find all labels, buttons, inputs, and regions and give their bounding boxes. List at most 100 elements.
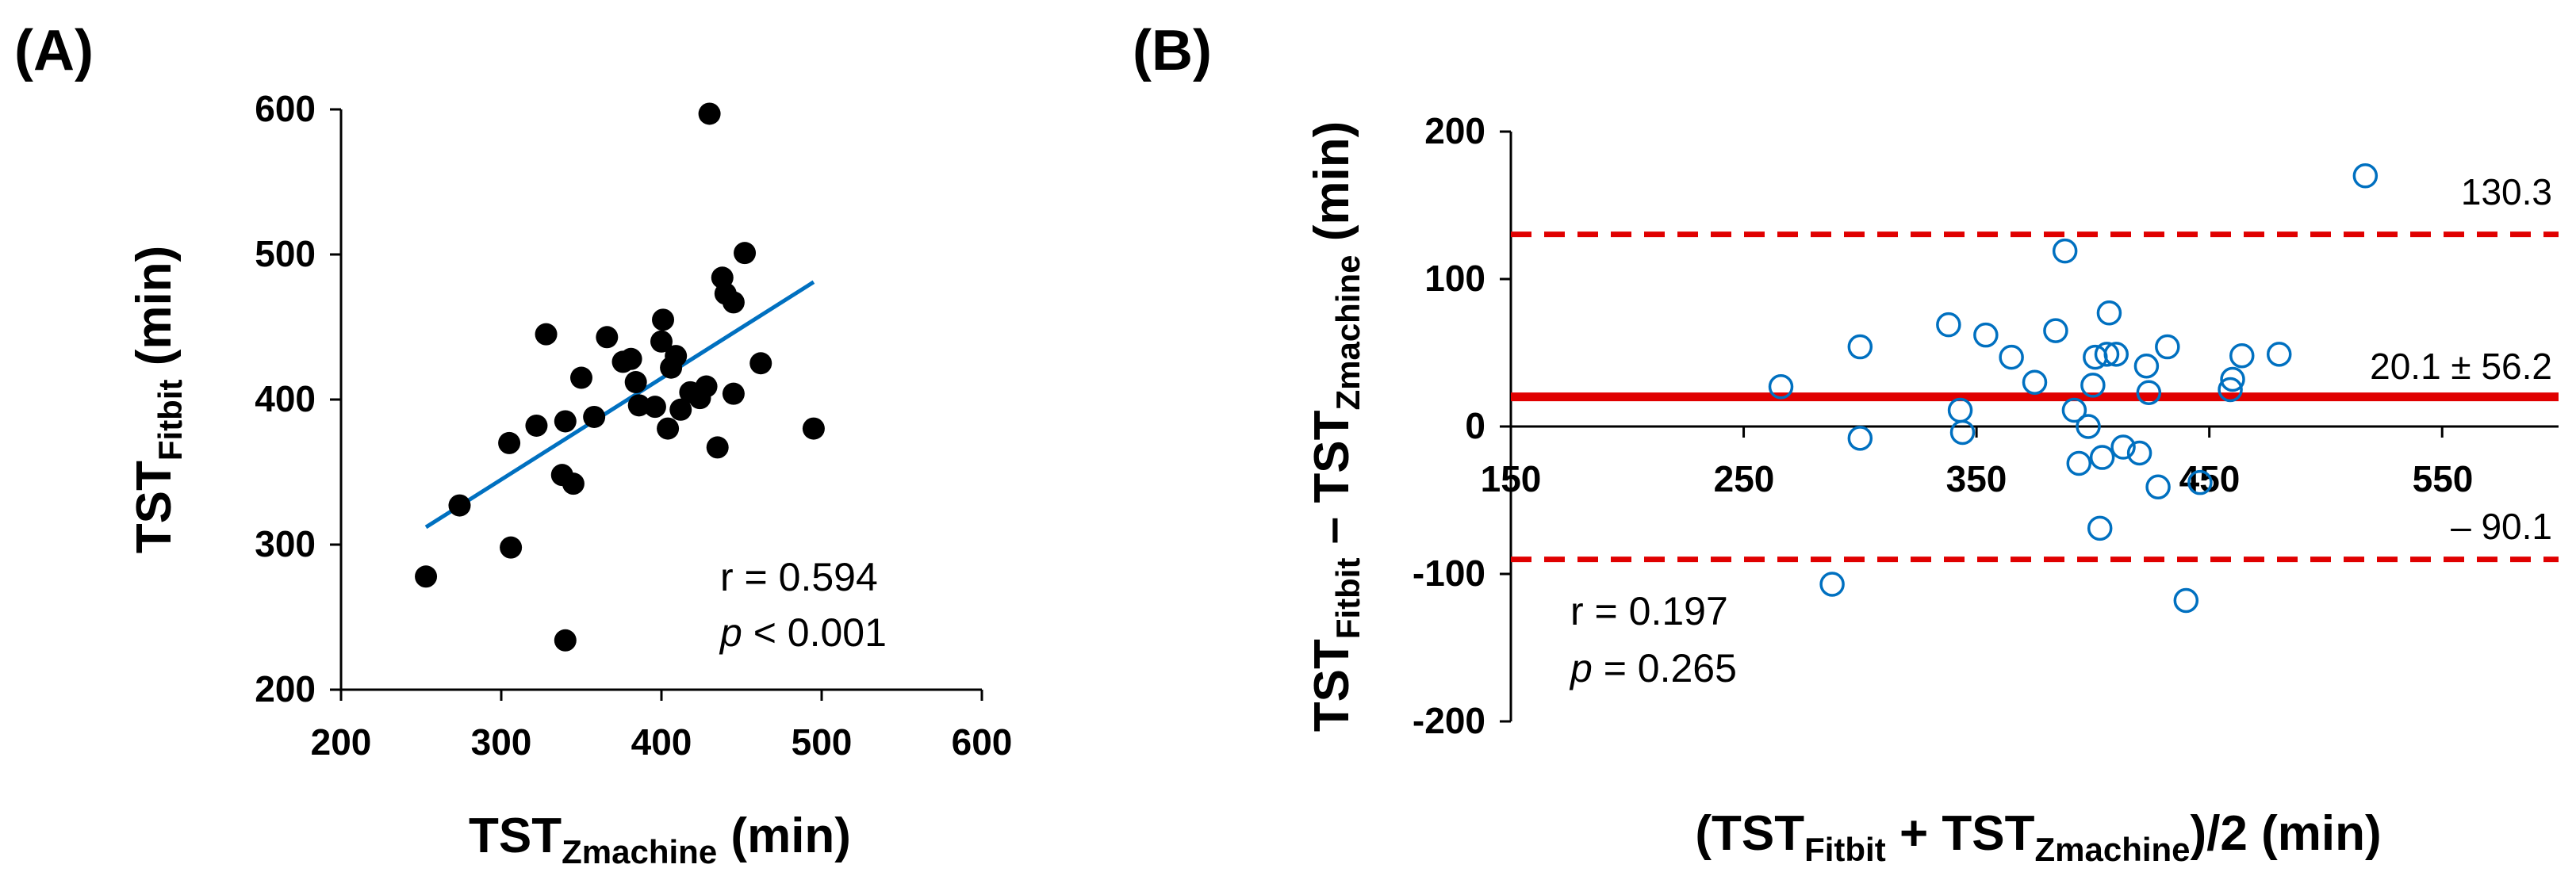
panel-a-data-point [722, 291, 745, 314]
panel-b-y-tick-label: 200 [1424, 110, 1485, 151]
panel-a-data-point [624, 371, 647, 394]
panel-a-y-tick-label: 600 [255, 88, 316, 129]
panel-b: (B) 150 250 350 450 550 200 100 0 -100 -… [1133, 19, 2559, 868]
panel-b-y-tick-label: 100 [1424, 258, 1485, 299]
panel-a-data-point [562, 472, 585, 495]
panel-b-data-point [2229, 342, 2255, 369]
panel-b-x-tick-label: 250 [1714, 458, 1775, 499]
panel-b-data-point [2173, 587, 2199, 614]
panel-a-x-tick-label: 400 [631, 721, 692, 763]
panel-a-y-tick-label: 200 [255, 668, 316, 709]
panel-b-points [1768, 163, 2379, 614]
panel-a-data-point [535, 323, 558, 346]
panel-a-data-point [643, 396, 666, 419]
panel-a-trendline [424, 280, 815, 530]
panel-a-data-point [802, 417, 825, 440]
panel-a-data-point [448, 494, 471, 517]
panel-b-data-point [2076, 414, 2101, 439]
panel-a-data-point [619, 347, 642, 370]
panel-a-x-tick-label: 300 [471, 721, 532, 763]
panel-b-p-value: p = 0.265 [1569, 646, 1737, 690]
panel-a-data-point [650, 330, 673, 353]
panel-a-data-point [652, 308, 675, 331]
panel-b-r-value: r = 0.197 [1570, 589, 1728, 633]
panel-b-data-point [2066, 450, 2092, 476]
panel-b-data-point [2133, 353, 2160, 379]
panel-b-data-point [1973, 322, 1999, 348]
panel-b-data-point [1819, 572, 1845, 597]
panel-b-data-point [1949, 419, 1976, 446]
panel-b-data-point [2136, 380, 2162, 405]
panel-a-y-tick-label: 500 [255, 233, 316, 274]
panel-a-data-point [596, 326, 619, 349]
panel-a-data-point [669, 398, 692, 421]
panel-a-data-point [698, 102, 721, 125]
panel-b-data-point [2089, 445, 2115, 470]
panel-a-data-point [583, 405, 606, 428]
panel-b-data-point [2052, 238, 2078, 264]
panel-b-data-point [1936, 312, 1961, 338]
panel-a-x-axis-title: TSTZmachine (min) [469, 809, 851, 870]
panel-a-label: (A) [14, 19, 94, 82]
panel-a-y-tick-label: 300 [255, 523, 316, 564]
panel-b-x-tick-label: 150 [1481, 458, 1542, 499]
panel-a-y-tick-marks [330, 108, 341, 691]
panel-b-data-point [2218, 377, 2243, 403]
panel-a-data-point [498, 431, 521, 454]
panel-a-data-point [706, 436, 729, 459]
panel-b-y-tick-marks [1500, 130, 1511, 723]
panel-a-y-tick-label: 400 [255, 378, 316, 419]
panel-b-data-point [1999, 344, 2024, 370]
panel-a-data-point [570, 366, 592, 389]
panel-b-data-point [2266, 342, 2292, 367]
panel-a-x-tick-marks [339, 690, 983, 701]
panel-a-data-point [525, 414, 548, 437]
panel-b-data-point [2126, 440, 2152, 466]
panel-a-x-tick-label: 200 [311, 721, 372, 763]
panel-b-y-tick-label: 0 [1465, 405, 1485, 446]
panel-b-y-tick-label: -200 [1413, 700, 1485, 741]
panel-a-p-value: p < 0.001 [719, 610, 887, 655]
panel-b-y-axis-title: TSTFitbit – TSTZmachine (min) [1305, 121, 1367, 732]
panel-b-x-tick-label: 550 [2413, 458, 2474, 499]
panel-a-points [415, 102, 825, 652]
panel-b-lower-loa-label: – 90.1 [2451, 506, 2552, 547]
panel-b-mean-label: 20.1 ± 56.2 [2370, 346, 2552, 387]
panel-a-data-point [627, 394, 650, 417]
panel-b-data-point [2080, 373, 2106, 398]
panel-b-y-tick-label: -100 [1413, 553, 1485, 594]
panel-b-data-point [2022, 369, 2048, 395]
panel-a-data-point [734, 242, 757, 265]
panel-a-data-point [722, 382, 745, 405]
panel-b-data-point [1847, 426, 1873, 451]
panel-a-data-point [749, 352, 772, 375]
panel-b-data-point [2352, 163, 2379, 189]
panel-a-data-point [695, 375, 718, 398]
panel-b-data-point [2220, 366, 2245, 392]
panel-b-data-point [1847, 334, 1873, 360]
panel-b-data-point [1768, 374, 1794, 400]
panel-b-data-point [2087, 515, 2113, 541]
panel-a-data-point [554, 629, 577, 652]
panel-b-label: (B) [1133, 19, 1212, 82]
panel-a-data-point [554, 410, 577, 433]
panel-b-data-point [2145, 474, 2171, 500]
panel-b-data-point [1947, 397, 1973, 423]
panel-b-data-point [2096, 300, 2122, 326]
panel-a-r-value: r = 0.594 [720, 555, 878, 599]
panel-b-data-point [2187, 469, 2213, 495]
panel-b-x-tick-label: 350 [1946, 458, 2007, 499]
panel-b-data-point [2043, 318, 2068, 343]
panel-b-x-tick-marks [1509, 426, 2444, 438]
panel-a-y-axis-title: TSTFitbit (min) [127, 246, 189, 553]
panel-a-data-point [415, 565, 438, 588]
panel-a-data-point [665, 345, 688, 368]
panel-a-x-tick-label: 600 [952, 721, 1013, 763]
panel-b-x-axis-title: (TSTFitbit + TSTZmachine)/2 (min) [1695, 806, 2381, 868]
panel-b-data-point [2061, 397, 2087, 423]
panel-b-data-point [2094, 342, 2120, 367]
panel-a: (A) 200 300 400 500 600 200 300 400 500 … [14, 19, 1012, 870]
panel-b-upper-loa-label: 130.3 [2461, 171, 2552, 212]
panel-b-data-point [2155, 334, 2180, 360]
